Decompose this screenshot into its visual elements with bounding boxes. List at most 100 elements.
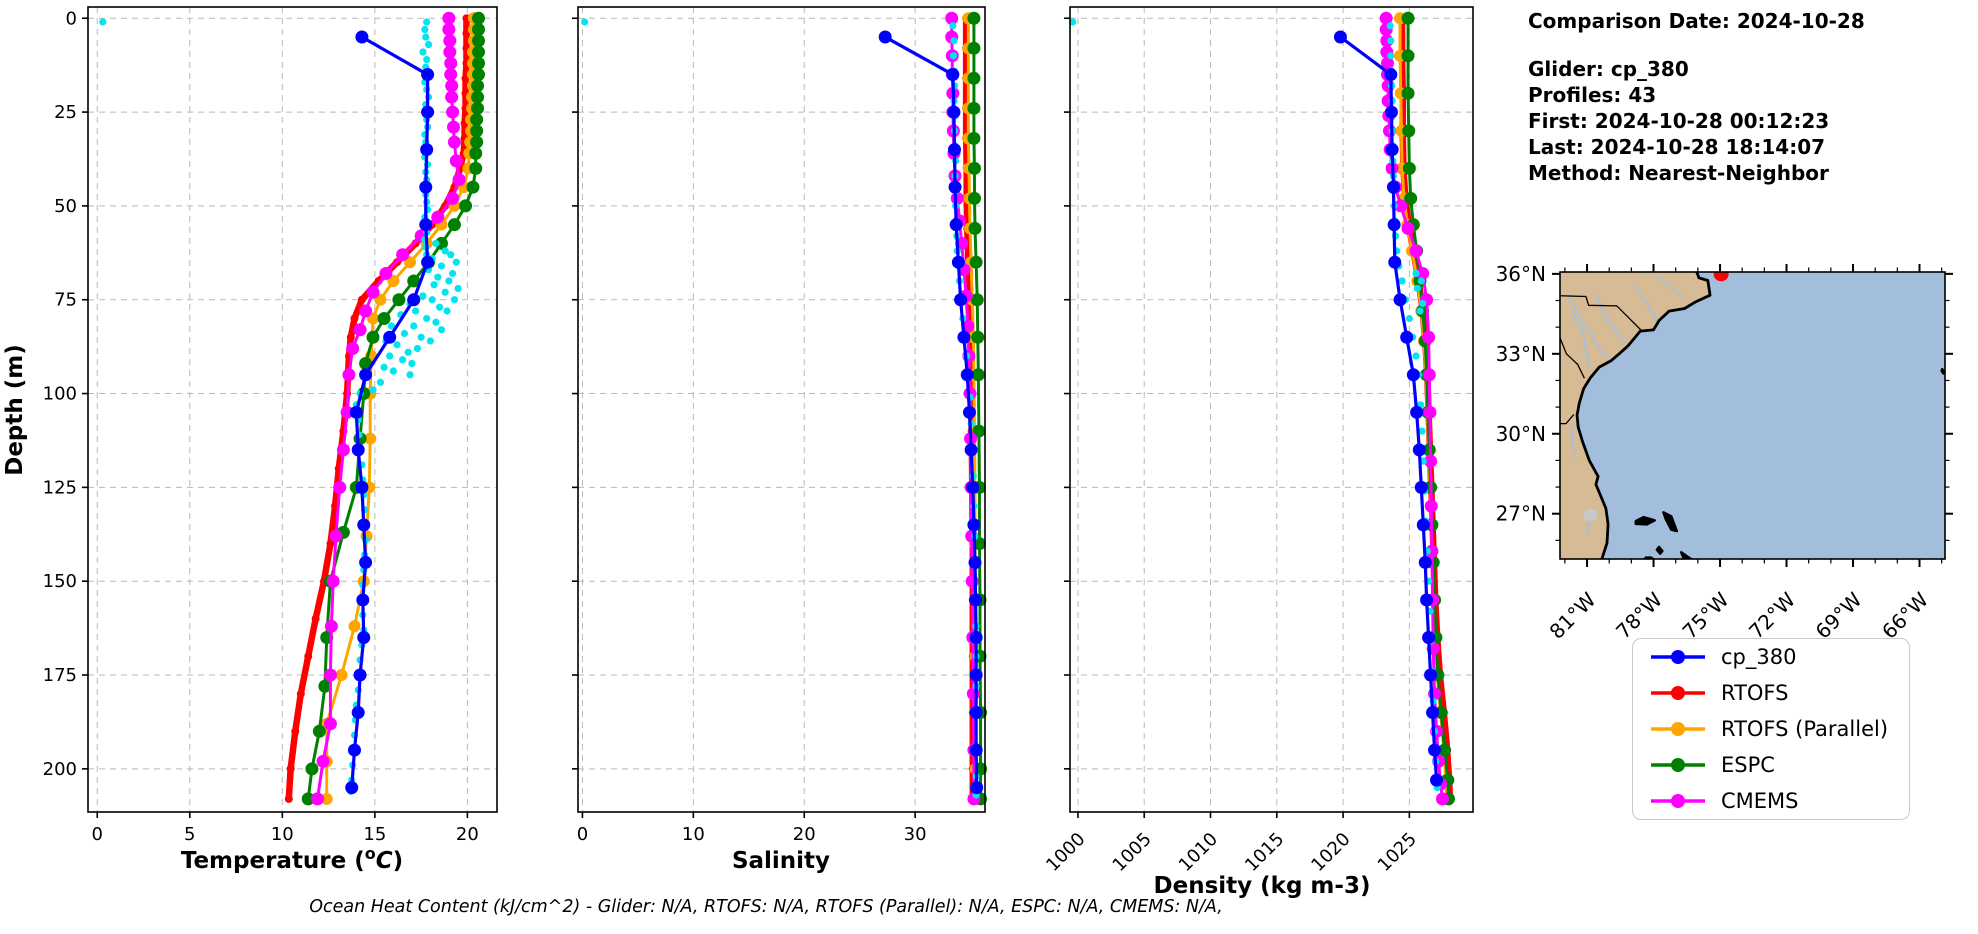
legend-dot [1671,758,1685,772]
series-marker-CMEMS [1401,221,1415,235]
series-marker-CMEMS [323,717,337,731]
series-marker-ESPC [471,79,485,93]
series-marker-ESPC [377,311,391,325]
series-marker-ESPC [1401,86,1415,100]
series-marker-CMEMS [324,619,338,633]
series-marker-CMEMS [449,154,463,168]
legend-label: ESPC [1721,753,1775,777]
series-marker-cp_380 [948,180,962,194]
series-marker-CMEMS [329,529,343,543]
first-profile-time: First: 2024-10-28 00:12:23 [1528,109,1830,133]
series-marker-ESPC [967,11,981,25]
x-tick-label: 15 [363,824,386,845]
series-marker-cp_380 [359,555,373,569]
depth-tick-label: 50 [54,196,77,217]
series-marker-CMEMS [379,266,393,280]
series-marker-CMEMS [442,23,456,37]
series-marker-ESPC [471,56,485,70]
series-marker-cp_380 [351,443,365,457]
land-fill [1560,272,1711,559]
series-marker-cp_380 [969,706,983,720]
scatter-point [404,348,412,356]
scatter-point [399,356,407,364]
depth-tick-label: 25 [54,102,77,123]
series-marker-ESPC [967,161,981,175]
scatter-point [949,22,957,30]
legend-marker-cp_380 [1651,650,1705,664]
scatter-point [393,341,401,349]
glider-name: Glider: cp_380 [1528,57,1689,81]
series-marker-ESPC [469,161,483,175]
scatter-point [448,269,457,278]
series-marker-cp_380 [1400,330,1414,344]
river-line [1566,292,1612,359]
scatter-point [413,344,422,353]
series-marker-CMEMS [1416,266,1430,280]
scatter-point [419,48,427,56]
series-marker-cp_380 [353,668,367,682]
series-marker-cp_380 [970,781,984,795]
gridlines [578,7,985,812]
glider-location-marker [1713,272,1729,282]
series-marker-cp_380 [957,330,971,344]
scatter-point [452,258,460,266]
x-tick-label: 1015 [1241,829,1288,876]
series-marker-RTOFS_Parallel [335,669,348,682]
scatter-point [389,367,397,375]
island [1634,515,1656,526]
x-tick-label: 10 [682,824,705,845]
series-marker-CMEMS [1422,368,1436,382]
series-marker-CMEMS [1422,330,1436,344]
series-marker-cp_380 [1430,773,1444,787]
series-marker-cp_380 [960,368,974,382]
series-marker-cp_380 [1426,706,1440,720]
series-marker-ESPC [469,146,483,160]
depth-tick-label: 150 [43,571,77,592]
salinity-panel: 0 10 20 30 [572,6,988,845]
lat-tick-label: 27°N [1496,502,1546,526]
series-marker-RTOFS [286,764,295,773]
series-marker-CMEMS [431,210,445,224]
series-marker-cp_380 [1393,293,1407,307]
series-marker-CMEMS [442,11,456,25]
series-marker-cp_380 [407,293,421,307]
scatter-point [417,333,425,341]
island [1679,551,1694,559]
series-marker-ESPC [466,180,480,194]
island [1662,511,1679,533]
series-marker-ESPC [471,45,485,59]
series-marker-CMEMS [452,173,466,187]
river-line [1595,294,1628,347]
series-marker-ESPC [1437,743,1451,757]
scatter-point [1387,37,1395,45]
island [1940,368,1945,375]
series-marker-CMEMS [353,323,367,337]
legend-marker-CMEMS [1651,794,1705,808]
scatter-point [437,262,446,270]
series-marker-RTOFS [326,539,335,548]
comparison-date: Comparison Date: 2024-10-28 [1528,9,1865,33]
legend-marker-ESPC [1651,758,1705,772]
series-marker-RTOFS [284,794,293,803]
series-marker-cp_380 [1424,668,1438,682]
series-marker-cp_380 [946,68,960,82]
depth-tick-label: 0 [66,8,77,29]
axis-ticks: 1000 1005 1010 1015 1020 1025 [1042,17,1421,876]
series-marker-cp_380 [355,30,369,44]
series-marker-ESPC [1402,161,1416,175]
scatter-point [434,273,442,281]
series-marker-cp_380 [419,180,433,194]
profiles-count: Profiles: 43 [1528,83,1657,107]
series-marker-RTOFS [296,689,305,698]
series-marker-cp_380 [954,293,968,307]
series-marker-cp_380 [947,105,961,119]
series-marker-CMEMS [444,56,458,70]
scatter-point [406,371,414,379]
series-marker-ESPC [972,424,986,438]
x-tick-label: 1000 [1042,829,1089,876]
series-marker-cp_380 [1386,180,1400,194]
series-marker-cp_380 [969,593,983,607]
series-marker-cp_380 [967,518,981,532]
